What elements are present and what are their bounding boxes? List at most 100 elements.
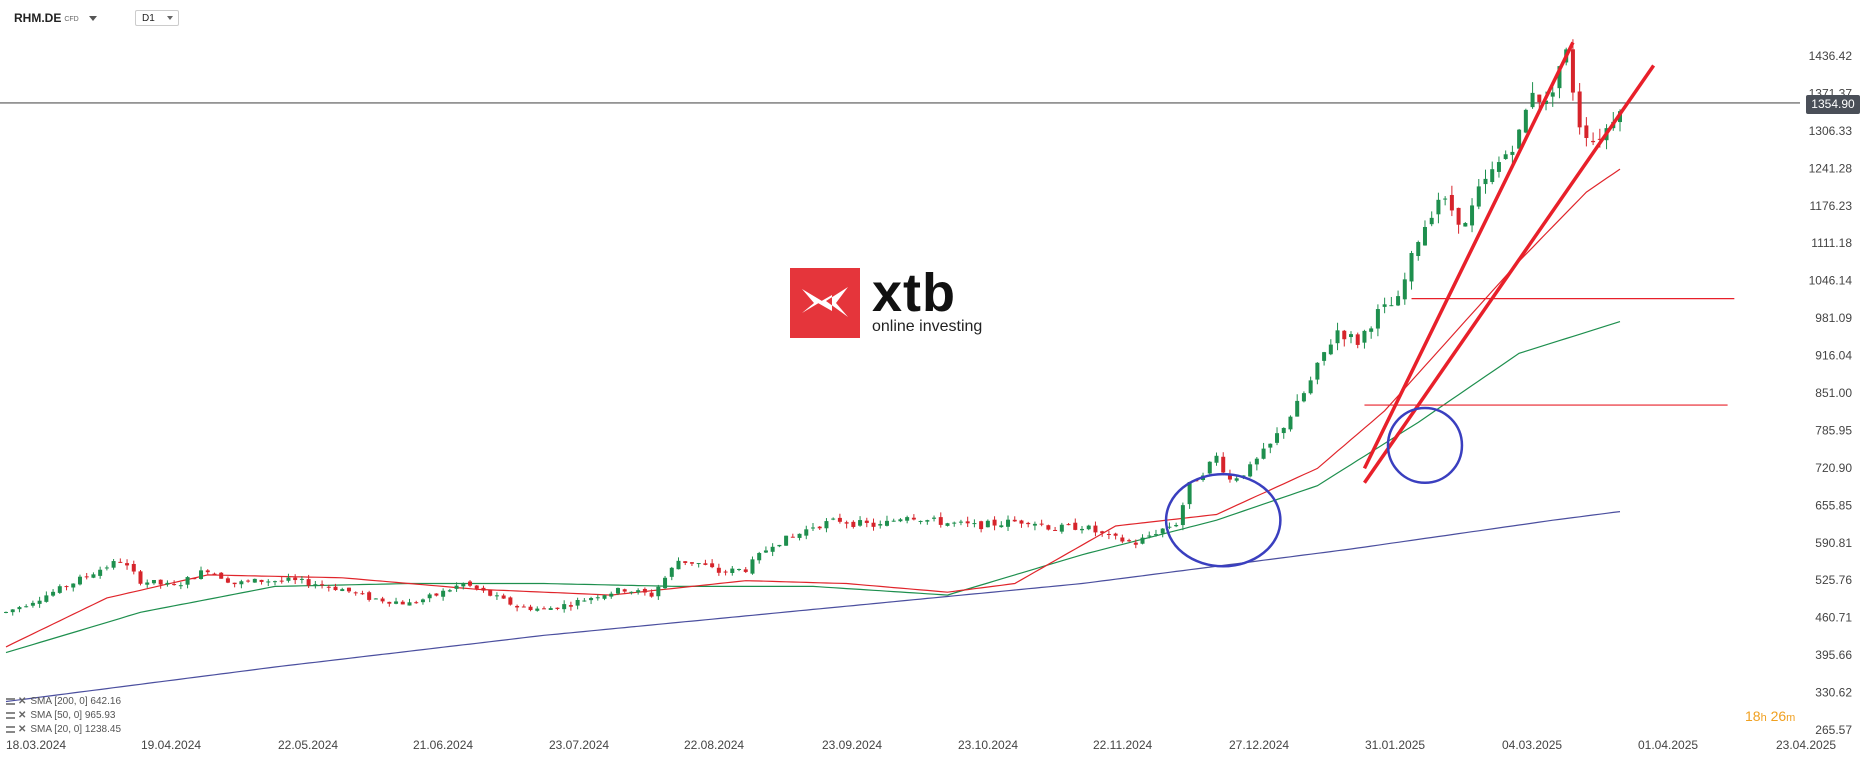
candle-body <box>918 520 923 522</box>
candle-body <box>57 586 62 593</box>
candle-body <box>1295 400 1300 417</box>
candle-body <box>279 580 284 582</box>
candle-body <box>555 607 560 609</box>
indicator-icon <box>6 698 15 705</box>
candle-body <box>205 570 210 573</box>
candle-body <box>1006 519 1011 527</box>
candle-body <box>199 570 204 579</box>
candle-body <box>1234 478 1239 481</box>
x-tick-label: 18.03.2024 <box>6 738 66 752</box>
close-icon[interactable]: ✕ <box>18 710 27 721</box>
candle-body <box>239 581 244 585</box>
candle-body <box>481 587 486 591</box>
candle-body <box>71 583 76 588</box>
candle-body <box>1281 427 1286 434</box>
xtb-watermark: xtb online investing <box>790 266 983 338</box>
candle-body <box>1328 344 1333 355</box>
candle-body <box>770 546 775 552</box>
candle-body <box>595 597 600 599</box>
candle-body <box>508 597 513 605</box>
indicator-legend-sma20[interactable]: ✕ SMA [20, 0] 1238.45 <box>6 724 121 735</box>
candle-body <box>891 520 896 522</box>
candle-body <box>703 563 708 565</box>
candle-body <box>165 582 170 585</box>
candle-body <box>777 544 782 547</box>
candle-body <box>622 589 627 592</box>
indicator-legend-sma200[interactable]: ✕ SMA [200, 0] 642.16 <box>6 696 121 707</box>
candle-body <box>1476 186 1481 207</box>
candle-body <box>488 590 493 596</box>
close-icon[interactable]: ✕ <box>18 724 27 735</box>
candle-body <box>1490 169 1495 183</box>
y-tick-label: 265.57 <box>1815 723 1852 737</box>
candle-body <box>615 587 620 594</box>
symbol-selector[interactable]: RHM.DE CFD <box>14 8 97 28</box>
candle-body <box>1570 49 1575 93</box>
candle-body <box>1214 455 1219 463</box>
candle-body <box>1496 162 1501 172</box>
candle-body <box>804 529 809 536</box>
y-tick-label: 981.09 <box>1815 311 1852 325</box>
candle-body <box>266 581 271 583</box>
x-tick-label: 22.11.2024 <box>1093 738 1152 752</box>
candle-body <box>528 606 533 611</box>
candle-body <box>1248 464 1253 477</box>
candle-body <box>104 567 109 569</box>
y-tick-label: 1436.42 <box>1809 49 1853 63</box>
candle-body <box>273 581 277 583</box>
candle-body <box>979 521 984 530</box>
candle-body <box>17 607 22 610</box>
candle-body <box>972 523 977 525</box>
candle-body <box>1127 540 1132 542</box>
indicator-icon <box>6 726 15 733</box>
candle-body <box>1597 138 1602 140</box>
logo-tagline: online investing <box>872 318 983 335</box>
chevron-down-icon[interactable] <box>88 15 97 21</box>
candle-body <box>427 594 432 599</box>
candle-body <box>151 580 156 584</box>
candle-body <box>683 561 688 563</box>
candle-body <box>1483 178 1488 185</box>
indicator-legend-sma50[interactable]: ✕ SMA [50, 0] 965.93 <box>6 710 115 721</box>
candle-body <box>1180 505 1185 526</box>
candle-body <box>30 602 35 606</box>
candle-body <box>737 568 742 570</box>
candle-body <box>1577 91 1582 128</box>
candle-body <box>1039 523 1044 525</box>
candle-body <box>51 591 56 596</box>
candle-body <box>629 591 634 593</box>
candle-body <box>1288 416 1293 430</box>
candle-body <box>797 533 802 538</box>
candle-body <box>353 592 358 594</box>
x-tick-label: 23.07.2024 <box>549 738 609 752</box>
candle-body <box>387 601 392 604</box>
candle-body <box>1550 92 1555 97</box>
candle-body <box>548 608 553 610</box>
candle-body <box>44 595 49 602</box>
candle-body <box>185 577 190 585</box>
candle-body <box>1362 330 1367 343</box>
candle-body <box>1019 520 1024 524</box>
sma200-line <box>5 511 1621 703</box>
candle-body <box>1113 533 1118 536</box>
candle-body <box>407 602 412 606</box>
y-tick-label: 1046.14 <box>1809 274 1853 288</box>
candle-body <box>710 563 715 568</box>
candle-body <box>878 524 883 526</box>
candle-body <box>757 553 762 561</box>
y-tick-label: 590.81 <box>1815 536 1852 550</box>
close-icon[interactable]: ✕ <box>18 696 27 707</box>
candle-body <box>1557 66 1562 89</box>
candle-body <box>286 577 291 581</box>
candle-body <box>1355 334 1360 345</box>
candle-body <box>589 598 594 601</box>
candle-body <box>474 585 479 589</box>
timeframe-select[interactable]: D1 <box>135 10 179 26</box>
candle-body <box>77 576 82 585</box>
candle-body <box>985 520 990 528</box>
candle-body <box>461 582 466 587</box>
candle-body <box>1086 525 1091 530</box>
candle-body <box>562 604 567 610</box>
candle-body <box>340 589 345 592</box>
